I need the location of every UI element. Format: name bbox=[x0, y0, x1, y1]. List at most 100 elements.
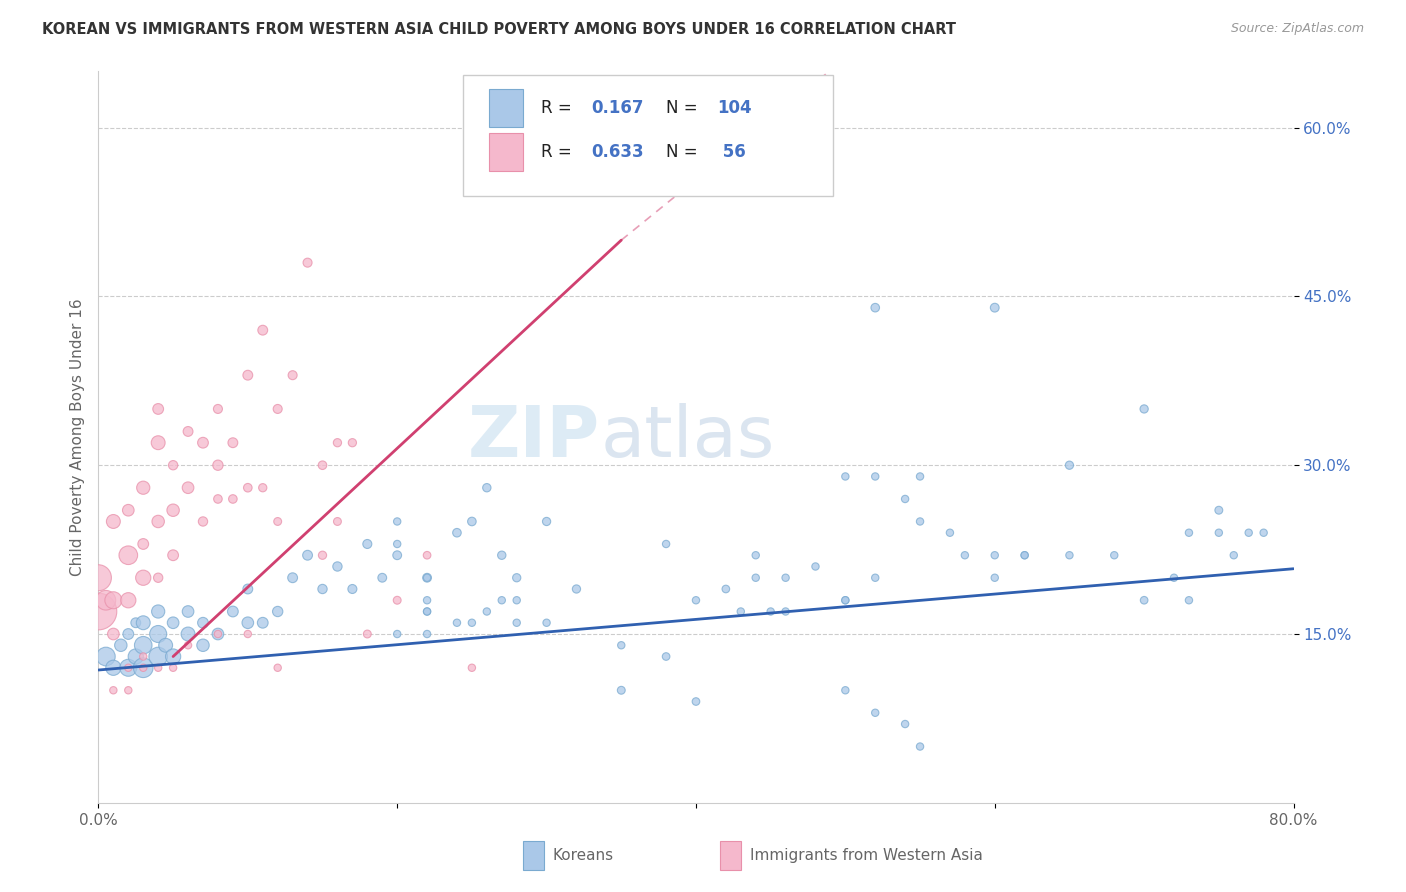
Point bbox=[191, 515, 214, 529]
Y-axis label: Child Poverty Among Boys Under 16: Child Poverty Among Boys Under 16 bbox=[69, 298, 84, 576]
Point bbox=[865, 571, 887, 585]
Point bbox=[385, 627, 409, 641]
Point bbox=[356, 627, 378, 641]
Point bbox=[953, 548, 976, 562]
Point bbox=[207, 491, 229, 506]
Text: R =: R = bbox=[541, 99, 576, 117]
Point bbox=[565, 582, 588, 596]
Point bbox=[342, 582, 364, 596]
Point bbox=[191, 638, 214, 652]
Point bbox=[236, 627, 259, 641]
Point bbox=[506, 593, 529, 607]
Text: atlas: atlas bbox=[600, 402, 775, 472]
Point bbox=[775, 571, 797, 585]
Point bbox=[125, 649, 148, 664]
Point bbox=[236, 582, 259, 596]
Point bbox=[311, 582, 333, 596]
Point bbox=[342, 435, 364, 450]
Text: 0.167: 0.167 bbox=[591, 99, 644, 117]
Point bbox=[252, 481, 274, 495]
FancyBboxPatch shape bbox=[463, 75, 834, 195]
FancyBboxPatch shape bbox=[720, 841, 741, 870]
Point bbox=[356, 537, 378, 551]
Point bbox=[281, 368, 304, 383]
Point bbox=[311, 458, 333, 473]
Point bbox=[371, 571, 394, 585]
Point bbox=[326, 435, 349, 450]
Point bbox=[125, 615, 148, 630]
Point bbox=[222, 435, 245, 450]
Point bbox=[610, 683, 633, 698]
Point bbox=[385, 593, 409, 607]
Point bbox=[1133, 401, 1156, 416]
FancyBboxPatch shape bbox=[489, 133, 523, 171]
Point bbox=[655, 649, 678, 664]
Point bbox=[834, 683, 856, 698]
Point bbox=[1223, 548, 1246, 562]
Point bbox=[148, 649, 170, 664]
Point bbox=[94, 593, 117, 607]
Point bbox=[416, 605, 439, 619]
Point bbox=[177, 627, 200, 641]
Point bbox=[759, 605, 782, 619]
Point bbox=[103, 593, 125, 607]
Point bbox=[117, 627, 139, 641]
Point bbox=[177, 638, 200, 652]
Point bbox=[446, 615, 468, 630]
Point bbox=[1208, 525, 1230, 540]
Point bbox=[236, 368, 259, 383]
Point bbox=[984, 571, 1007, 585]
Point bbox=[117, 683, 139, 698]
Point bbox=[461, 515, 484, 529]
Point bbox=[908, 515, 931, 529]
Point bbox=[865, 301, 887, 315]
Point bbox=[1163, 571, 1185, 585]
Point bbox=[267, 515, 290, 529]
Point bbox=[894, 491, 917, 506]
Text: 0.633: 0.633 bbox=[591, 143, 644, 161]
Text: R =: R = bbox=[541, 143, 576, 161]
Point bbox=[416, 605, 439, 619]
Point bbox=[446, 525, 468, 540]
Point bbox=[461, 615, 484, 630]
Point bbox=[865, 469, 887, 483]
Point bbox=[416, 593, 439, 607]
Point bbox=[103, 515, 125, 529]
Point bbox=[311, 548, 333, 562]
Point bbox=[1014, 548, 1036, 562]
Point bbox=[94, 649, 117, 664]
Point bbox=[416, 571, 439, 585]
Point bbox=[984, 548, 1007, 562]
Point bbox=[207, 627, 229, 641]
Point bbox=[207, 401, 229, 416]
Point bbox=[1178, 593, 1201, 607]
Point bbox=[162, 615, 184, 630]
Point bbox=[267, 661, 290, 675]
Text: Koreans: Koreans bbox=[553, 848, 613, 863]
FancyBboxPatch shape bbox=[489, 89, 523, 127]
Point bbox=[326, 515, 349, 529]
Point bbox=[775, 605, 797, 619]
Point bbox=[191, 435, 214, 450]
Point bbox=[385, 515, 409, 529]
Point bbox=[117, 548, 139, 562]
Point bbox=[491, 593, 513, 607]
Point bbox=[1208, 503, 1230, 517]
Text: N =: N = bbox=[666, 143, 703, 161]
Point bbox=[177, 605, 200, 619]
Point bbox=[685, 694, 707, 708]
Point bbox=[984, 301, 1007, 315]
Point bbox=[207, 458, 229, 473]
Point bbox=[191, 615, 214, 630]
Point bbox=[281, 571, 304, 585]
Point bbox=[610, 638, 633, 652]
Point bbox=[148, 627, 170, 641]
Point bbox=[162, 649, 184, 664]
Point bbox=[132, 661, 155, 675]
Point bbox=[117, 593, 139, 607]
Point bbox=[491, 548, 513, 562]
Point bbox=[177, 481, 200, 495]
Point bbox=[1014, 548, 1036, 562]
Point bbox=[177, 425, 200, 439]
Point bbox=[865, 706, 887, 720]
